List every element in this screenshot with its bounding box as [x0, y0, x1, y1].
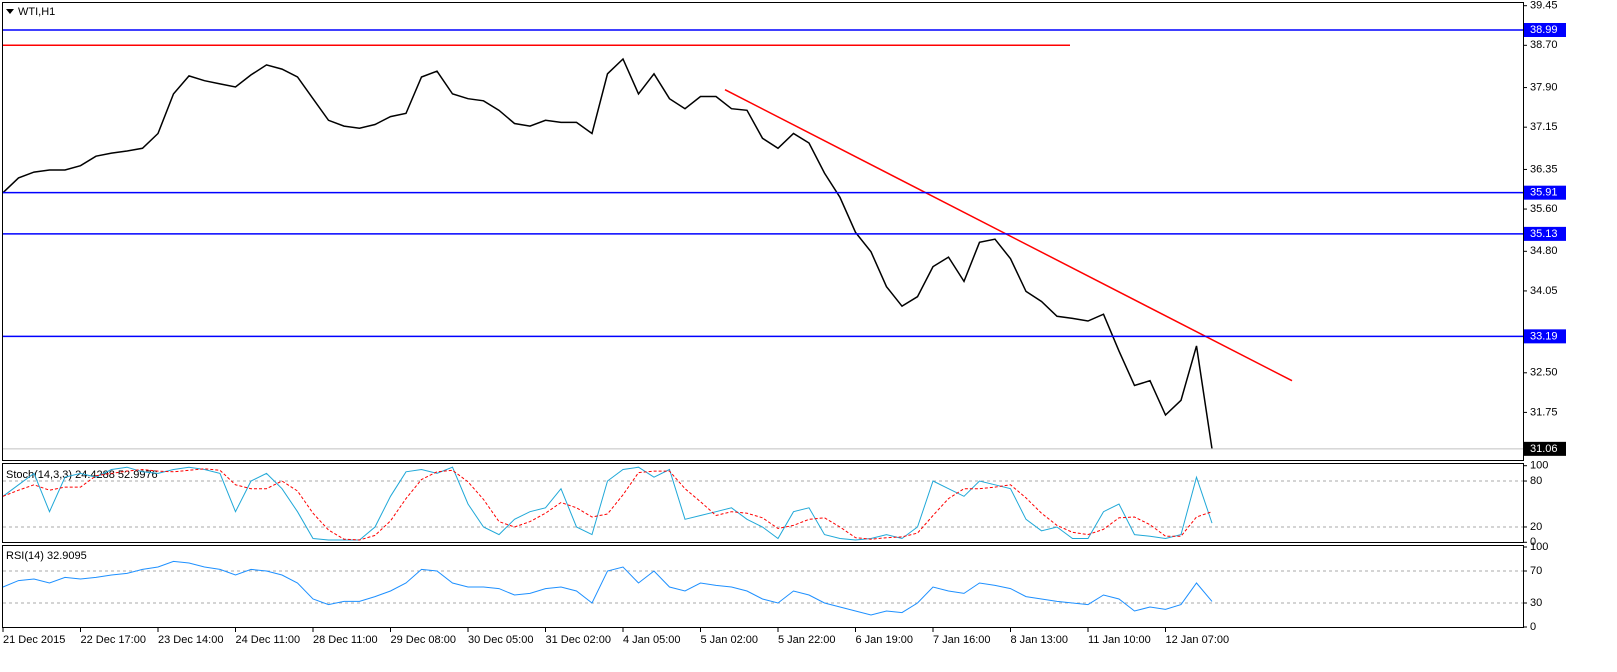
x-tick-label: 22 Dec 17:00 [81, 634, 146, 646]
price-label: 31.06 [1530, 443, 1558, 455]
series-line [2, 466, 1213, 541]
x-tick-label: 7 Jan 16:00 [933, 634, 991, 646]
x-tick-label: 8 Jan 13:00 [1011, 634, 1069, 646]
stoch-title: Stoch(14,3,3) 24.4288 52.9976 [6, 469, 158, 481]
trendline [724, 89, 1293, 382]
x-tick-label: 21 Dec 2015 [3, 634, 65, 646]
y-tick-label: 30 [1530, 597, 1542, 609]
level-label-box [1524, 22, 1566, 37]
y-tick-label: 100 [1530, 541, 1548, 553]
rsi-panel [2, 545, 1524, 628]
y-tick-label: 38.70 [1530, 39, 1558, 51]
x-tick-label: 29 Dec 08:00 [391, 634, 456, 646]
y-tick-label: 35.60 [1530, 203, 1558, 215]
level-label: 38.99 [1530, 24, 1558, 36]
y-tick-label: 20 [1530, 521, 1542, 533]
rsi-title: RSI(14) 32.9095 [6, 550, 87, 562]
level-label: 33.19 [1530, 330, 1558, 342]
y-tick-label: 37.15 [1530, 121, 1558, 133]
x-tick-label: 6 Jan 19:00 [856, 634, 914, 646]
x-tick-label: 4 Jan 05:00 [623, 634, 681, 646]
chart-title: WTI,H1 [18, 6, 55, 18]
y-tick-label: 70 [1530, 565, 1542, 577]
x-tick-label: 24 Dec 11:00 [236, 634, 301, 646]
x-tick-label: 5 Jan 22:00 [778, 634, 836, 646]
series-line [2, 57, 1213, 450]
y-tick-label: 39.45 [1530, 0, 1558, 12]
level-label: 35.13 [1530, 228, 1558, 240]
y-tick-label: 80 [1530, 475, 1542, 487]
y-tick-label: 34.05 [1530, 285, 1558, 297]
y-tick-label: 36.35 [1530, 163, 1558, 175]
x-tick-label: 12 Jan 07:00 [1166, 634, 1230, 646]
price-panel [2, 2, 1524, 461]
level-label-box [1524, 185, 1566, 200]
y-tick-label: 32.50 [1530, 367, 1558, 379]
y-tick-label: 31.75 [1530, 406, 1558, 418]
x-tick-label: 30 Dec 05:00 [468, 634, 533, 646]
menu-arrow[interactable] [6, 9, 14, 14]
y-tick-label: 0 [1530, 621, 1536, 633]
level-label-box [1524, 226, 1566, 241]
series-line [2, 468, 1213, 541]
level-label: 35.91 [1530, 187, 1558, 199]
x-tick-label: 28 Dec 11:00 [313, 634, 378, 646]
x-tick-label: 23 Dec 14:00 [158, 634, 223, 646]
y-tick-label: 34.80 [1530, 245, 1558, 257]
y-tick-label: 37.90 [1530, 81, 1558, 93]
stoch-panel [2, 463, 1524, 543]
x-tick-label: 11 Jan 10:00 [1088, 634, 1151, 646]
level-label-box [1524, 329, 1566, 344]
y-tick-label: 0 [1530, 536, 1536, 548]
y-tick-label: 100 [1530, 460, 1548, 472]
series-line [2, 560, 1213, 616]
price-label-box [1524, 441, 1566, 456]
x-tick-label: 31 Dec 02:00 [546, 634, 611, 646]
x-tick-label: 5 Jan 02:00 [701, 634, 759, 646]
